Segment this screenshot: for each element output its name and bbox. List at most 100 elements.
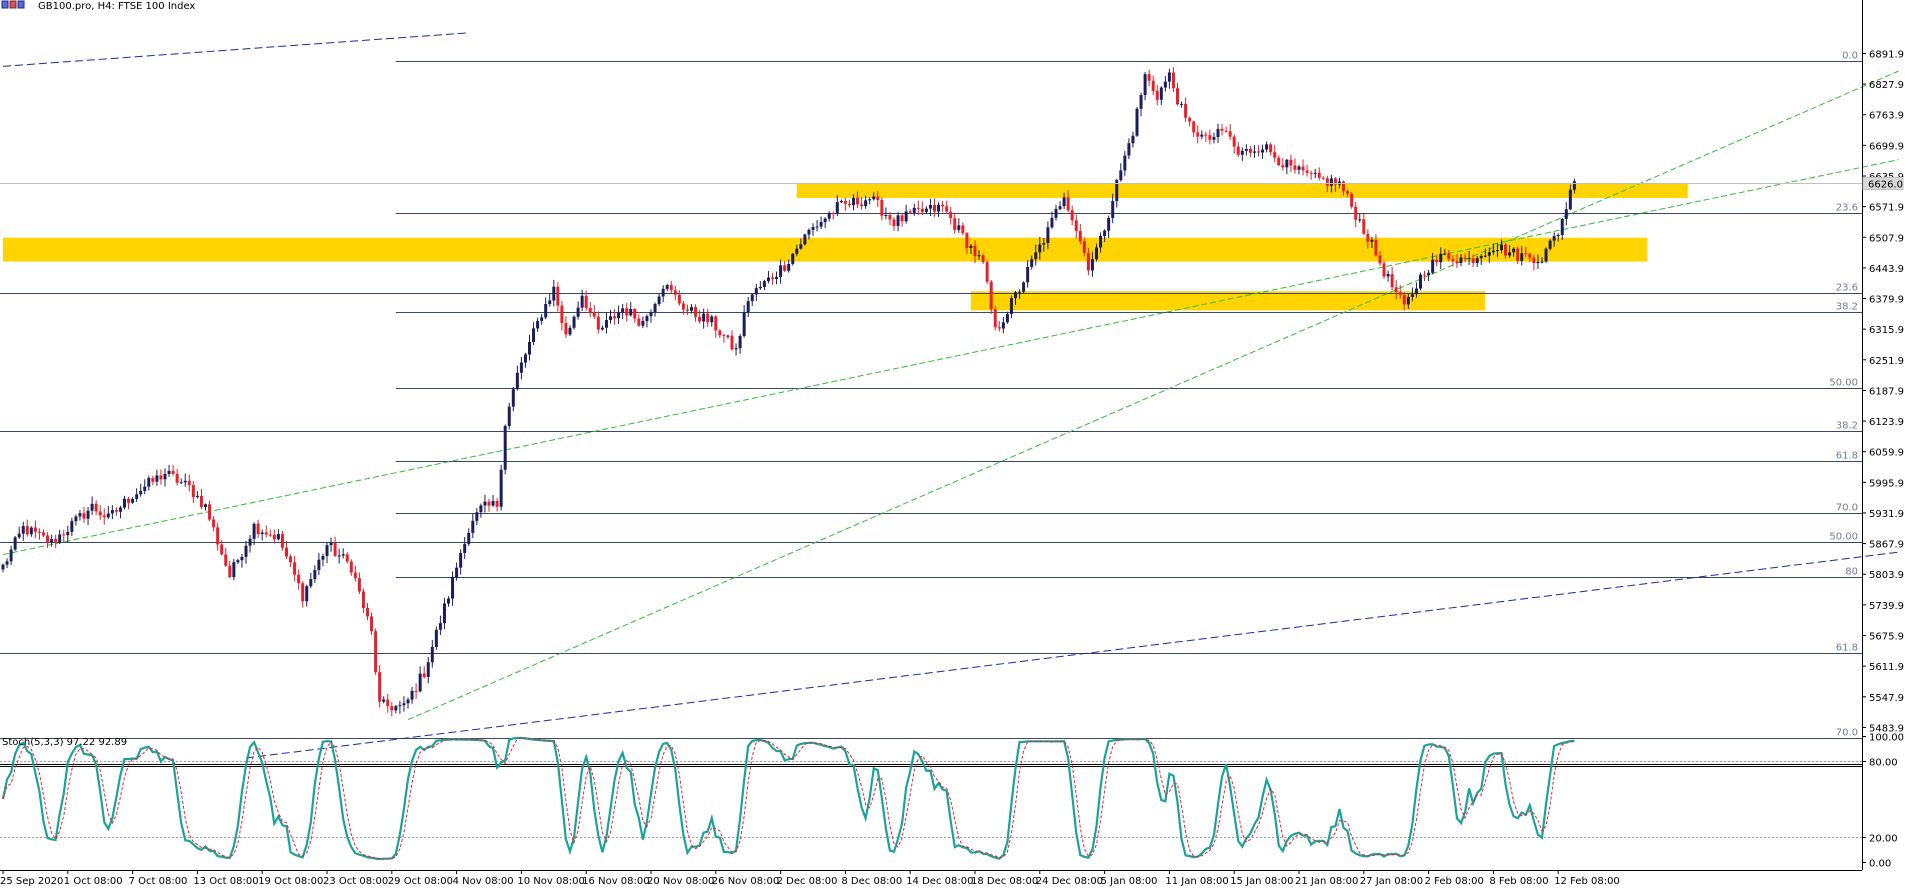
candle-bear (1390, 274, 1394, 288)
candle-bear (1532, 257, 1536, 264)
time-tick-label: 27 Jan 08:00 (1360, 876, 1423, 887)
candle-bear (1192, 121, 1196, 133)
candle-bear (114, 510, 118, 512)
candle-bull (1090, 259, 1094, 271)
price-tick-label: 5611.9 (1869, 662, 1904, 673)
candle-bull (1512, 248, 1516, 253)
candle-bull (1167, 72, 1171, 82)
candle-bull (5, 561, 9, 565)
candle-bull (276, 534, 280, 540)
candle-bull (738, 336, 742, 349)
candle-bull (807, 229, 811, 235)
candle-bear (98, 511, 102, 516)
candle-bull (1500, 244, 1503, 251)
candle-bear (487, 501, 491, 506)
candle-bull (1552, 236, 1556, 241)
candle-bull (924, 208, 928, 212)
candle-bull (1544, 248, 1548, 262)
candle-bear (280, 534, 284, 548)
candle-bull (1467, 258, 1471, 260)
candle-bull (459, 553, 463, 568)
candle-bull (90, 503, 94, 511)
candle-bull (1107, 218, 1111, 231)
candle-bull (499, 469, 503, 507)
candle-bull (139, 490, 143, 495)
candle-bear (264, 532, 268, 535)
window-icon (1, 0, 9, 9)
candle-bull (179, 482, 183, 484)
candle-bull (896, 215, 900, 226)
fib-level-label-9: 80 (1845, 567, 1858, 578)
candle-bear (171, 470, 175, 475)
candle-bull (1131, 135, 1135, 144)
fib-level-label-6: 61.8 (1836, 451, 1858, 462)
candle-bull (1054, 209, 1058, 218)
candle-bear (1066, 197, 1070, 211)
candle-bull (1540, 261, 1544, 263)
candle-bull (507, 406, 511, 426)
candle-bear (422, 673, 426, 677)
candle-bear (669, 285, 673, 291)
candle-bull (329, 542, 333, 546)
candle-bull (1329, 178, 1333, 186)
candle-bear (102, 515, 106, 518)
candle-bear (698, 316, 702, 322)
candle-bear (386, 699, 390, 707)
candle-bear (220, 544, 224, 555)
candle-bear (1277, 157, 1281, 166)
candle-bear (333, 542, 337, 556)
candle-bear (677, 294, 681, 304)
candle-bull (66, 531, 70, 536)
candle-bull (548, 300, 552, 304)
candle-bull (1431, 259, 1435, 273)
candle-bull (21, 526, 25, 534)
candle-bear (1151, 80, 1155, 91)
candle-bull (1216, 128, 1220, 138)
candle-bear (856, 197, 860, 205)
candle-bear (588, 308, 592, 313)
candle-bull (621, 308, 625, 313)
candle-bear (1309, 172, 1313, 174)
candle-bear (414, 690, 418, 692)
candle-bull (750, 294, 754, 302)
candle-bear (673, 290, 677, 295)
stoch-level-label: 0.00 (1869, 859, 1891, 870)
time-tick-label: 8 Dec 08:00 (841, 876, 902, 887)
candle-bull (928, 205, 932, 209)
candle-bear (1398, 292, 1402, 295)
candle-bull (532, 328, 536, 343)
candle-bull (195, 496, 199, 498)
candle-bear (1516, 248, 1520, 261)
candle-bull (1483, 255, 1487, 257)
candle-bull (479, 505, 483, 513)
candle-bull (434, 629, 438, 647)
candle-bull (580, 295, 584, 308)
candle-bull (827, 213, 831, 219)
trendline-blue-3 (245, 551, 1899, 759)
stoch-level-label: 20.00 (1869, 834, 1898, 845)
candle-bull (572, 316, 576, 328)
candle-bear (361, 591, 365, 608)
candle-bull (1244, 148, 1248, 151)
stoch-main-line (1, 736, 1575, 861)
candle-bull (1103, 230, 1107, 236)
candle-bear (199, 496, 203, 507)
candle-bear (1281, 165, 1285, 168)
symbol-header: GB100.pro, H4: FTSE 100 Index (1, 0, 195, 12)
window-icon-2 (9, 0, 17, 9)
candle-bear (637, 318, 641, 326)
candle-bear (900, 215, 904, 222)
candle-bear (1171, 72, 1175, 89)
candle-bear (37, 531, 41, 533)
candle-bull (1564, 209, 1568, 219)
candle-bull (1099, 235, 1103, 248)
time-tick-label: 12 Feb 08:00 (1554, 876, 1620, 887)
candle-bull (1572, 181, 1576, 190)
price-axis: 6891.96827.96763.96699.96635.96571.96507… (1862, 49, 1904, 734)
stoch-level-label: 80.00 (1869, 758, 1898, 769)
price-tick-label: 6891.9 (1869, 49, 1904, 60)
candle-bull (904, 211, 908, 222)
candle-bull (1139, 95, 1143, 109)
price-tick-label: 6251.9 (1869, 356, 1904, 367)
